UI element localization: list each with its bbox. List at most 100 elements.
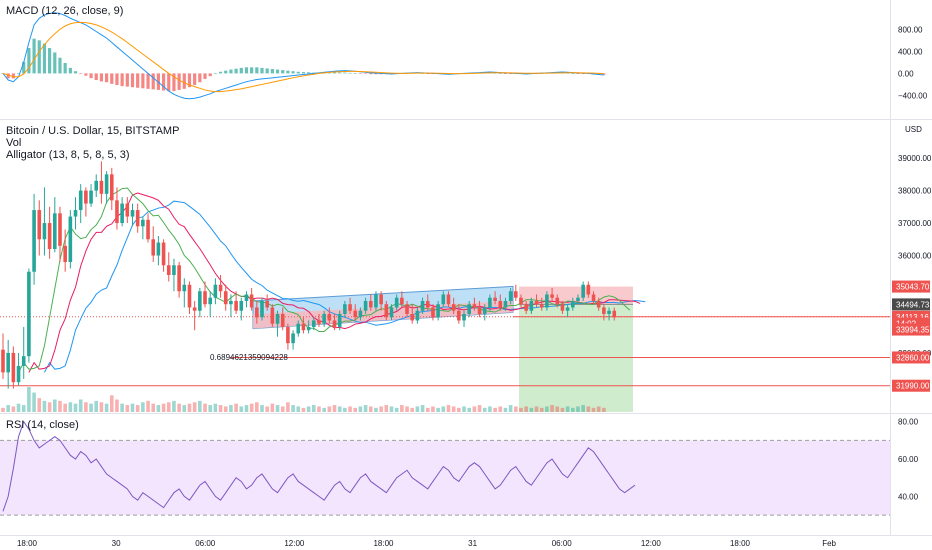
candle[interactable] bbox=[255, 300, 259, 324]
candle[interactable] bbox=[115, 187, 119, 230]
candle[interactable] bbox=[156, 236, 161, 266]
candle[interactable] bbox=[498, 294, 503, 311]
candle[interactable] bbox=[94, 174, 99, 198]
candle[interactable] bbox=[21, 326, 26, 379]
candle[interactable] bbox=[524, 300, 528, 314]
candle[interactable] bbox=[353, 304, 358, 321]
candle[interactable] bbox=[384, 300, 389, 321]
candle[interactable] bbox=[208, 291, 212, 318]
rsi-panel[interactable] bbox=[0, 420, 890, 516]
volume-legend[interactable]: Vol bbox=[6, 137, 21, 149]
candle[interactable] bbox=[120, 197, 124, 227]
candle[interactable] bbox=[37, 200, 42, 256]
candle[interactable] bbox=[581, 281, 585, 301]
candle[interactable] bbox=[477, 300, 482, 318]
candle[interactable] bbox=[545, 291, 549, 311]
candle[interactable] bbox=[607, 307, 611, 321]
candle[interactable] bbox=[467, 300, 471, 318]
candle[interactable] bbox=[27, 268, 31, 363]
candle[interactable] bbox=[182, 278, 187, 308]
candle[interactable] bbox=[198, 287, 202, 318]
alligator-legend[interactable]: Alligator (13, 8, 5, 8, 5, 3) bbox=[6, 149, 130, 161]
candle[interactable] bbox=[11, 346, 16, 389]
candle[interactable] bbox=[177, 262, 181, 298]
candle[interactable] bbox=[135, 203, 140, 233]
candle[interactable] bbox=[415, 307, 420, 324]
candle[interactable] bbox=[519, 294, 523, 308]
candle[interactable] bbox=[550, 287, 554, 301]
candle[interactable] bbox=[306, 320, 311, 334]
candle[interactable] bbox=[348, 297, 352, 314]
candle[interactable] bbox=[213, 278, 218, 305]
symbol-legend[interactable]: Bitcoin / U.S. Dollar, 15, BITSTAMP bbox=[6, 125, 179, 137]
candle[interactable] bbox=[368, 294, 373, 311]
candle[interactable] bbox=[239, 297, 244, 321]
candle[interactable] bbox=[141, 216, 145, 240]
candle[interactable] bbox=[472, 297, 477, 311]
candle[interactable] bbox=[104, 171, 109, 204]
candle[interactable] bbox=[560, 300, 565, 314]
candle[interactable] bbox=[379, 291, 383, 311]
candle[interactable] bbox=[203, 281, 207, 308]
candle[interactable] bbox=[301, 317, 306, 334]
candle[interactable] bbox=[602, 304, 606, 321]
candle[interactable] bbox=[1, 333, 5, 379]
candle[interactable] bbox=[394, 294, 399, 311]
candle[interactable] bbox=[358, 307, 363, 321]
price-tag[interactable]: 32860.00 bbox=[892, 351, 930, 364]
candle[interactable] bbox=[172, 258, 176, 292]
candle[interactable] bbox=[529, 297, 534, 314]
currency-label[interactable]: USD bbox=[905, 125, 922, 134]
candle[interactable] bbox=[591, 291, 596, 305]
candle[interactable] bbox=[488, 294, 492, 311]
candle[interactable] bbox=[431, 304, 435, 321]
candle[interactable] bbox=[63, 229, 67, 272]
candle[interactable] bbox=[571, 297, 575, 311]
candle[interactable] bbox=[166, 252, 171, 282]
candle[interactable] bbox=[389, 304, 394, 321]
candle[interactable] bbox=[161, 239, 166, 272]
price-tag[interactable]: 31990.00 bbox=[892, 379, 930, 392]
candle[interactable] bbox=[565, 304, 570, 318]
candle[interactable] bbox=[286, 323, 290, 350]
candle[interactable] bbox=[576, 294, 580, 305]
candle[interactable] bbox=[73, 197, 78, 230]
candle[interactable] bbox=[400, 291, 404, 308]
candle[interactable] bbox=[436, 300, 440, 321]
candle[interactable] bbox=[265, 294, 269, 311]
candle[interactable] bbox=[425, 294, 430, 311]
candle[interactable] bbox=[446, 291, 451, 308]
price-tag[interactable]: 33994.35 bbox=[892, 323, 930, 336]
macd-legend[interactable]: MACD (12, 26, close, 9) bbox=[6, 5, 123, 17]
candle[interactable] bbox=[586, 281, 591, 298]
candle[interactable] bbox=[337, 310, 342, 331]
candle[interactable] bbox=[47, 206, 52, 259]
candle[interactable] bbox=[68, 210, 73, 269]
candle[interactable] bbox=[229, 294, 233, 318]
candle[interactable] bbox=[109, 167, 114, 211]
candle[interactable] bbox=[99, 161, 104, 204]
candle[interactable] bbox=[146, 213, 150, 243]
candle[interactable] bbox=[317, 313, 321, 327]
candle[interactable] bbox=[482, 304, 487, 321]
candle[interactable] bbox=[405, 300, 409, 318]
candle[interactable] bbox=[42, 187, 47, 256]
candle[interactable] bbox=[244, 291, 249, 308]
candle[interactable] bbox=[493, 291, 497, 305]
candle[interactable] bbox=[441, 291, 446, 308]
candle[interactable] bbox=[6, 339, 10, 389]
candle[interactable] bbox=[374, 291, 378, 311]
candle[interactable] bbox=[249, 287, 254, 311]
candle[interactable] bbox=[275, 310, 280, 337]
candle[interactable] bbox=[508, 287, 513, 305]
candle[interactable] bbox=[89, 184, 93, 207]
candle[interactable] bbox=[130, 203, 135, 227]
candle[interactable] bbox=[612, 307, 617, 321]
candle[interactable] bbox=[234, 291, 238, 314]
candle[interactable] bbox=[32, 193, 36, 285]
candle[interactable] bbox=[192, 300, 197, 331]
candle[interactable] bbox=[58, 206, 62, 263]
position-target-zone[interactable] bbox=[519, 304, 633, 412]
candle[interactable] bbox=[451, 297, 456, 314]
